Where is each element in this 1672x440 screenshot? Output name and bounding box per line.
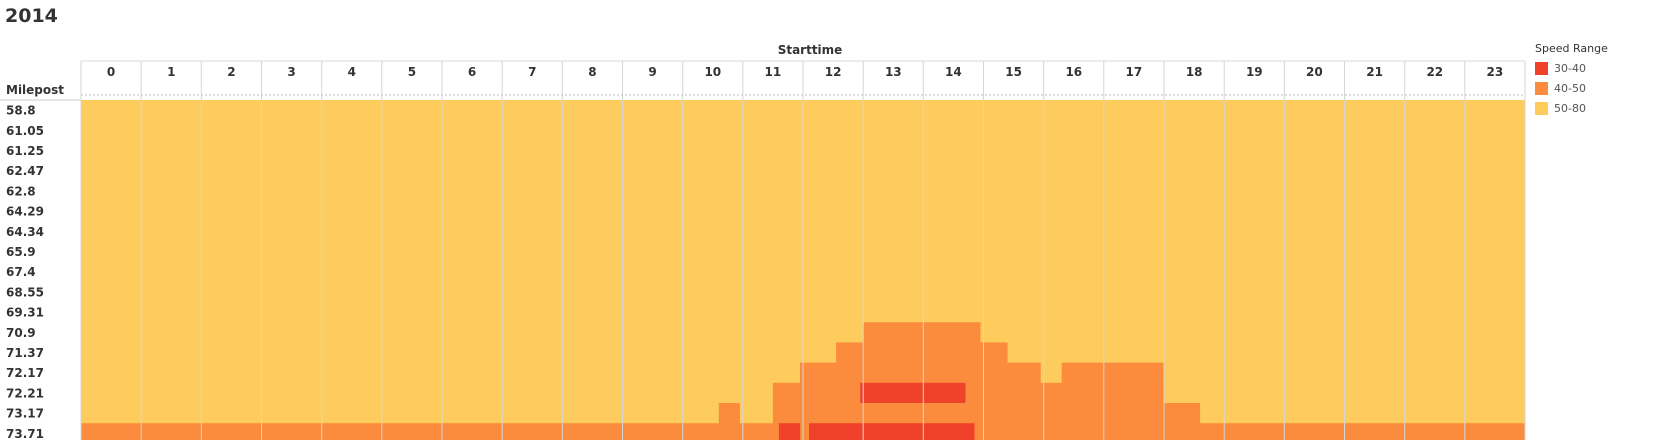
y-tick-label: 64.29 bbox=[6, 205, 44, 219]
heatmap-cell[interactable] bbox=[836, 342, 1008, 363]
heatmap-cell[interactable] bbox=[1061, 362, 1164, 384]
y-tick-label: 73.71 bbox=[6, 427, 44, 440]
heatmap-chart: Starttime Milepost 0 1 2 3 4 5 6 7 8 9 10 11 12 13 14 1… bbox=[0, 43, 1526, 440]
legend-label-50-80: 50-80 bbox=[1554, 101, 1586, 115]
y-tick-label: 65.9 bbox=[6, 245, 36, 259]
x-tick-label: 6 bbox=[468, 65, 476, 79]
y-axis-title: Milepost bbox=[6, 83, 64, 97]
heatmap-cell[interactable] bbox=[718, 403, 740, 424]
y-tick-label: 72.21 bbox=[6, 386, 44, 400]
y-tick-label: 61.25 bbox=[6, 144, 44, 158]
y-tick-label: 68.55 bbox=[6, 285, 44, 299]
legend-item-40-50[interactable]: 40-50 bbox=[1535, 78, 1665, 98]
column-grid bbox=[0, 60, 1526, 440]
x-tick-label: 11 bbox=[765, 65, 782, 79]
x-tick-label: 13 bbox=[885, 65, 902, 79]
y-tick-label: 70.9 bbox=[6, 326, 36, 340]
heatmap-cell[interactable] bbox=[863, 322, 981, 343]
y-tick-label: 71.37 bbox=[6, 346, 44, 360]
x-tick-label: 5 bbox=[408, 65, 416, 79]
x-tick-label: 17 bbox=[1126, 65, 1143, 79]
y-tick-label: 58.8 bbox=[6, 104, 36, 118]
heatmap-cell[interactable] bbox=[778, 423, 800, 440]
legend-item-50-80[interactable]: 50-80 bbox=[1535, 98, 1665, 118]
legend-title: Speed Range bbox=[1535, 42, 1608, 55]
x-tick-label: 22 bbox=[1426, 65, 1443, 79]
heatmap-cell[interactable] bbox=[772, 403, 1201, 424]
heatmap-cell[interactable] bbox=[772, 382, 1164, 404]
y-tick-label: 72.17 bbox=[6, 366, 44, 380]
heatmap-cell[interactable] bbox=[860, 382, 966, 404]
y-tick-label: 64.34 bbox=[6, 225, 44, 239]
y-tick-label: 69.31 bbox=[6, 306, 44, 320]
legend-swatch-40-50 bbox=[1535, 81, 1548, 95]
legend: Speed Range 30-40 40-50 50-80 bbox=[1535, 42, 1665, 118]
x-tick-label: 18 bbox=[1186, 65, 1203, 79]
heatmap-cell[interactable] bbox=[809, 423, 975, 440]
legend-item-30-40[interactable]: 30-40 bbox=[1535, 58, 1665, 78]
x-tick-label: 2 bbox=[227, 65, 235, 79]
y-tick-label: 62.47 bbox=[6, 164, 44, 178]
x-tick-label: 3 bbox=[287, 65, 295, 79]
x-tick-label: 1 bbox=[167, 65, 175, 79]
legend-label-40-50: 40-50 bbox=[1554, 81, 1586, 95]
x-tick-label: 21 bbox=[1366, 65, 1383, 79]
y-tick-label: 61.05 bbox=[6, 124, 44, 138]
x-tick-label: 12 bbox=[825, 65, 842, 79]
x-tick-label: 7 bbox=[528, 65, 536, 79]
x-tick-label: 20 bbox=[1306, 65, 1323, 79]
page-title: 2014 bbox=[5, 5, 58, 27]
x-tick-label: 0 bbox=[107, 65, 115, 79]
x-tick-label: 9 bbox=[648, 65, 656, 79]
legend-swatch-30-40 bbox=[1535, 61, 1548, 75]
y-tick-label: 62.8 bbox=[6, 184, 36, 198]
legend-swatch-50-80 bbox=[1535, 101, 1548, 115]
x-axis-title: Starttime bbox=[778, 43, 843, 57]
x-tick-label: 14 bbox=[945, 65, 962, 79]
x-tick-label: 8 bbox=[588, 65, 596, 79]
x-tick-label: 23 bbox=[1487, 65, 1504, 79]
axis-labels: 0 1 2 3 4 5 6 7 8 9 10 11 12 13 14 15 16 17 18 19 20 21 22 2358… bbox=[6, 65, 1503, 440]
heatmap-cell[interactable] bbox=[800, 362, 1041, 384]
x-tick-label: 16 bbox=[1065, 65, 1082, 79]
x-tick-label: 4 bbox=[348, 65, 356, 79]
y-tick-label: 67.4 bbox=[6, 265, 36, 279]
y-tick-label: 73.17 bbox=[6, 407, 44, 421]
x-tick-label: 10 bbox=[704, 65, 721, 79]
x-tick-label: 19 bbox=[1246, 65, 1263, 79]
legend-label-30-40: 30-40 bbox=[1554, 61, 1586, 75]
x-tick-label: 15 bbox=[1005, 65, 1022, 79]
